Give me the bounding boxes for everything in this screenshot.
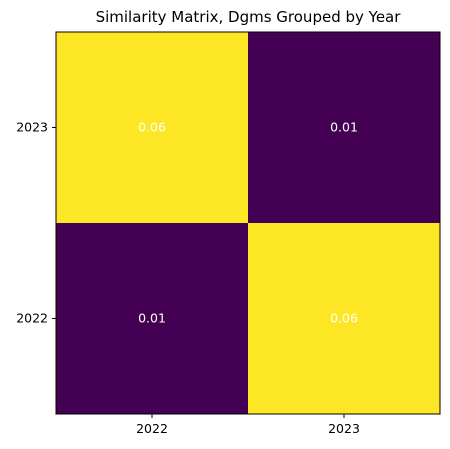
cell-value-label: 0.06 [330,311,358,326]
y-tick-label: 2023 [16,120,48,135]
x-tick-label: 2022 [136,421,168,436]
y-axis-ticks: 2023 2022 [16,120,56,326]
cell-value-label: 0.06 [138,120,166,135]
cell-value-label: 0.01 [330,120,358,135]
x-axis-ticks: 2022 2023 [136,414,360,436]
chart-title: Similarity Matrix, Dgms Grouped by Year [96,8,402,26]
y-tick-label: 2022 [16,311,48,326]
cell-value-label: 0.01 [138,311,166,326]
heatmap-cells [56,32,440,414]
x-tick-label: 2023 [328,421,360,436]
